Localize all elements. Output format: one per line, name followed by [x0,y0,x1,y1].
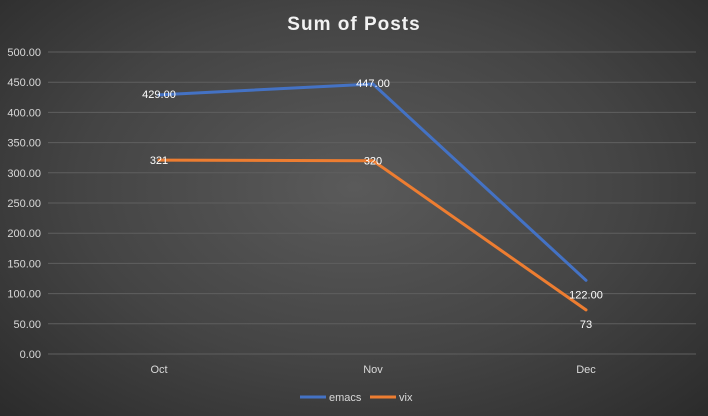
y-tick-label: 400.00 [7,107,41,119]
series-line-emacs [157,82,588,282]
legend-label-vix: vix [399,392,413,404]
data-label-vix: 320 [364,156,382,168]
x-axis-tick-labels: Oct Nov Dec [150,364,596,376]
data-label-emacs: 447.00 [356,78,390,90]
y-tick-label: 200.00 [7,228,41,240]
y-tick-label: 0.00 [20,349,41,361]
x-tick-label: Nov [363,364,383,376]
gridlines [48,51,696,355]
y-tick-label: 500.00 [7,47,41,59]
data-label-emacs: 429.00 [142,89,176,101]
data-labels: 429.00 447.00 122.00 321 320 73 [142,78,603,331]
y-tick-label: 350.00 [7,138,41,150]
legend-label-emacs: emacs [329,392,362,404]
y-tick-label: 150.00 [7,258,41,270]
y-tick-label: 50.00 [13,319,41,331]
series-lines [157,82,588,312]
data-label-emacs: 122.00 [569,289,603,301]
data-label-vix: 73 [580,319,592,331]
series-line-vix [157,158,588,312]
y-tick-label: 250.00 [7,198,41,210]
y-tick-label: 450.00 [7,77,41,89]
y-tick-label: 100.00 [7,289,41,301]
y-axis-tick-labels: 0.00 50.00 100.00 150.00 200.00 250.00 300.00 3… [7,47,41,361]
legend: emacs vix [300,392,413,404]
data-label-vix: 321 [150,155,168,167]
y-tick-label: 300.00 [7,168,41,180]
x-tick-label: Oct [150,364,167,376]
chart-title: Sum of Posts [287,14,420,35]
x-tick-label: Dec [576,364,596,376]
